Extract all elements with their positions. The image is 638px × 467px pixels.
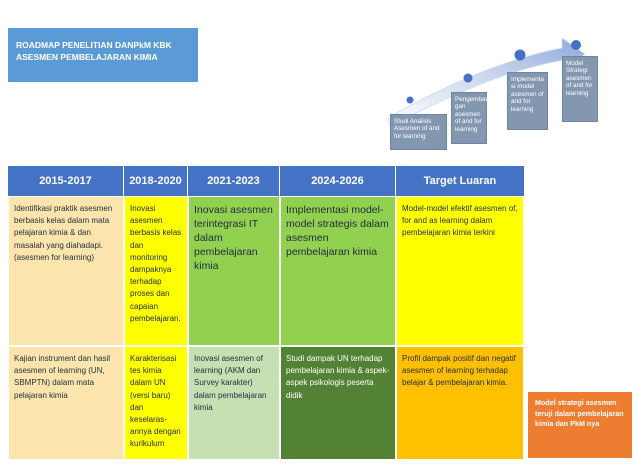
roadmap-title-box: ROADMAP PENELITIAN DANPkM KBK ASESMEN PE…: [8, 28, 198, 82]
cell-r2-target: Profil dampak positif dan negatif asesme…: [396, 346, 524, 460]
step-dot-1: [406, 96, 414, 104]
final-target-box: Model strategi asesmen teruji dalam pemb…: [528, 392, 632, 458]
header-2021-2023: 2021-2023: [188, 166, 280, 196]
roadmap-title-line2: ASESMEN PEMBELAJARAN KIMIA: [16, 52, 158, 62]
roadmap-title-line1: ROADMAP PENELITIAN DANPkM KBK: [16, 40, 172, 50]
cell-r2-2015: Kajian instrument dan hasil asesmen of l…: [8, 346, 124, 460]
step-label-4: Model Strategi asesmen of and for learni…: [562, 56, 598, 122]
cell-r1-2018: Inovasi asesmen berbasis kelas dan monit…: [124, 196, 188, 346]
step-label-3: Implementa si model asesmen of and for l…: [507, 72, 548, 130]
step-label-1: Studi Analisis Asesmen of and for learni…: [390, 114, 447, 150]
cell-r2-2021: Inovasi asesmen of learning (AKM dan Sur…: [188, 346, 280, 460]
cell-r1-2015: Identifikasi praktik asesmen berbasis ke…: [8, 196, 124, 346]
header-2024-2026: 2024-2026: [280, 166, 396, 196]
cell-r1-2021: Inovasi asesmen terintegrasi IT dalam pe…: [188, 196, 280, 346]
cell-r2-2024: Studi dampak UN terhadap pembelajaran ki…: [280, 346, 396, 460]
cell-r2-2018: Karakterisasi tes kimia dalam UN (versi …: [124, 346, 188, 460]
step-label-2: Pengemban gan asesmen of and for learnin…: [451, 92, 489, 144]
step-dot-4: [571, 40, 581, 50]
cell-r1-2024: Implementasi model-model strategis dalam…: [280, 196, 396, 346]
header-2015-2017: 2015-2017: [8, 166, 124, 196]
cell-r1-target: Model-model efektif asesmen of, for and …: [396, 196, 524, 346]
step-dot-2: [463, 73, 473, 83]
step-dot-3: [514, 49, 526, 61]
header-target-luaran: Target Luaran: [396, 166, 524, 196]
header-2018-2020: 2018-2020: [124, 166, 188, 196]
